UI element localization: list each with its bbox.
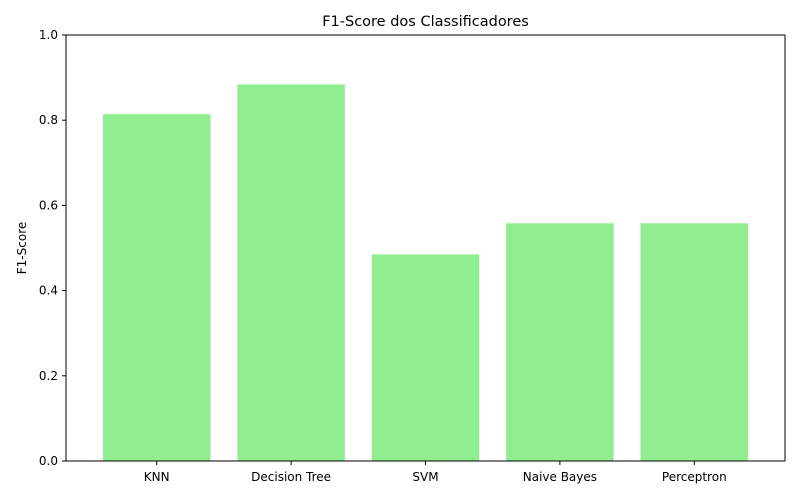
x-tick-label: Perceptron — [662, 470, 727, 484]
x-tick-label: Naive Bayes — [523, 470, 597, 484]
x-tick-label: KNN — [144, 470, 170, 484]
bar-perceptron — [640, 223, 749, 461]
y-tick-label: 0.4 — [39, 284, 58, 298]
x-tick-label: SVM — [412, 470, 438, 484]
x-tick-label: Decision Tree — [251, 470, 331, 484]
y-tick-label: 1.0 — [39, 28, 58, 42]
x-axis: KNN Decision Tree SVM Naive Bayes Perceptron — [144, 461, 727, 484]
bar-decision-tree — [237, 84, 345, 462]
bar-naive-bayes — [506, 223, 614, 461]
chart-title: F1-Score dos Classificadores — [322, 14, 529, 30]
y-axis: 0.0 0.2 0.4 0.6 0.8 1.0 — [39, 28, 66, 468]
y-tick-label: 0.8 — [39, 113, 58, 127]
y-tick-label: 0.6 — [39, 198, 58, 212]
y-tick-label: 0.2 — [39, 369, 58, 383]
bars-layer — [102, 84, 749, 462]
y-tick-label: 0.0 — [39, 454, 58, 468]
bar-knn — [102, 114, 211, 462]
y-axis-label: F1-Score — [15, 222, 29, 274]
bar-svm — [371, 254, 480, 461]
